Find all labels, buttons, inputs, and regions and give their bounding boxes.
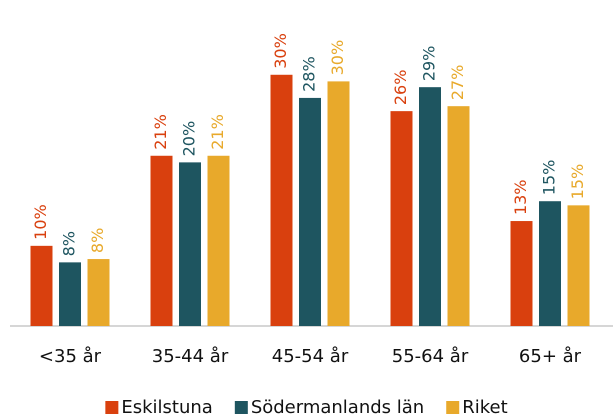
x-tick-label: <35 år	[39, 346, 102, 367]
value-label: 10%	[31, 204, 50, 240]
x-tick-label: 35-44 år	[152, 346, 229, 367]
value-label: 26%	[391, 70, 410, 106]
value-label: 15%	[540, 160, 559, 196]
legend-swatch	[105, 401, 119, 414]
bar	[390, 111, 413, 326]
legend-label: Eskilstuna	[121, 397, 212, 418]
bar	[87, 259, 110, 326]
bar	[30, 245, 53, 326]
value-label: 30%	[271, 33, 290, 69]
legend-label: Södermanlands län	[251, 397, 424, 418]
value-label: 8%	[88, 228, 107, 253]
bar	[270, 74, 293, 327]
bar	[207, 155, 230, 326]
bar	[419, 87, 441, 326]
value-label: 28%	[300, 56, 319, 92]
x-tick-label: 65+ år	[519, 346, 582, 367]
value-label: 8%	[60, 231, 79, 256]
value-label: 15%	[568, 164, 587, 200]
legend-label: Riket	[462, 397, 507, 418]
value-label: 21%	[151, 114, 170, 150]
bar	[179, 162, 201, 326]
x-tick-label: 45-54 år	[272, 346, 349, 367]
value-label: 27%	[448, 65, 467, 101]
bar	[567, 205, 590, 326]
value-label: 30%	[328, 40, 347, 76]
bar	[150, 155, 173, 326]
x-tick-label: 55-64 år	[392, 346, 469, 367]
bar	[327, 81, 350, 326]
bar	[299, 97, 321, 327]
bar	[510, 221, 533, 326]
bar	[539, 201, 561, 326]
value-label: 13%	[511, 179, 530, 215]
value-label: 21%	[208, 114, 227, 150]
bar	[447, 106, 470, 326]
bar	[59, 262, 81, 326]
legend-swatch	[234, 401, 248, 414]
value-label: 29%	[420, 46, 439, 82]
legend-swatch	[446, 401, 460, 414]
value-label: 20%	[180, 121, 199, 157]
